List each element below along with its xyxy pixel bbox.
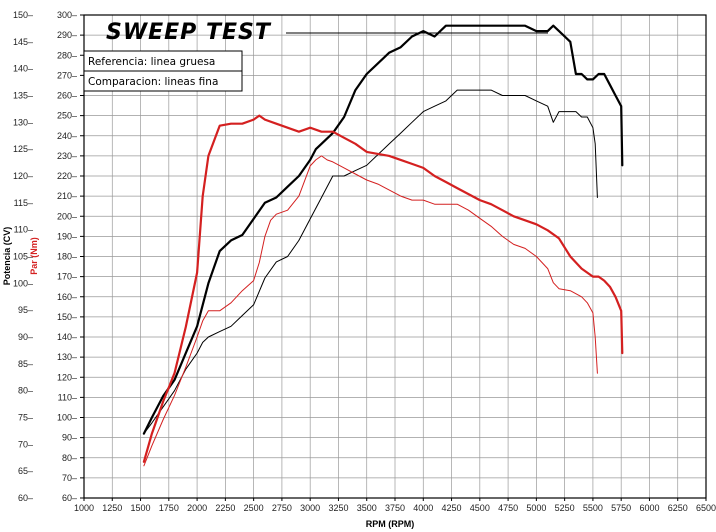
x-tick-label: 5750 [611,503,631,513]
y-power-tick-label: 105– [13,252,33,262]
y-power-tick-label: 70– [18,439,33,449]
y-power-tick-label: 150– [13,10,33,20]
y-power-tick-label: 120– [13,171,33,181]
y-power-tick-label: 85– [18,359,33,369]
x-tick-label: 1500 [131,503,151,513]
y-torque-tick-label: 70– [62,473,77,483]
x-tick-label: 1000 [74,503,94,513]
series-line-torque-reference [142,114,624,463]
y-torque-tick-label: 300– [57,10,77,20]
x-tick-label: 2500 [244,503,264,513]
y-power-tick-label: 60– [18,493,33,503]
y-power-tick-label: 130– [13,117,33,127]
x-tick-label: 2750 [272,503,292,513]
y-power-tick-label: 100– [13,278,33,288]
chart-title: SWEEP TEST [106,20,272,45]
y-torque-tick-label: 150– [57,312,77,322]
y-torque-tick-label: 290– [57,30,77,40]
x-tick-label: 4500 [470,503,490,513]
series-line-power-comparison [143,89,598,435]
x-tick-label: 5500 [583,503,603,513]
series-group [142,24,624,467]
y-power-tick-label: 125– [13,144,33,154]
series-line-power-reference [142,24,624,435]
y-axis-label-torque: Par (Nm) [29,237,39,275]
y-torque-tick-label: 200– [57,211,77,221]
x-tick-label: 3000 [300,503,320,513]
x-tick-label: 4750 [498,503,518,513]
y-power-tick-label: 65– [18,466,33,476]
x-tick-label: 2250 [215,503,235,513]
y-power-tick-label: 110– [14,225,33,235]
y-power-tick-label: 115– [14,198,33,208]
y-power-tick-label: 135– [13,91,33,101]
x-axis-ticks: 1000 1250 1500 1750 2000 2250 2500 2750 3000 3250… [74,498,716,513]
y-torque-tick-label: 270– [57,70,77,80]
series-line-torque-comparison [143,155,598,467]
y-torque-tick-label: 110– [58,392,77,402]
legend-reference: Referencia: linea gruesa [88,56,215,68]
x-tick-label: 5000 [526,503,546,513]
y-power-tick-label: 75– [18,413,33,423]
y-torque-tick-label: 170– [57,272,77,282]
grid [84,15,706,498]
y-torque-tick-label: 100– [57,413,77,423]
x-tick-label: 6250 [668,503,688,513]
x-tick-label: 6500 [696,503,716,513]
y-torque-tick-label: 130– [57,352,77,362]
legend-comparison: Comparacion: lineas fina [88,76,218,88]
y-torque-tick-label: 210– [57,191,77,201]
y-axis-torque-ticks: 60– 70– 80– 90– 100– 110– 120– 130– 140– 150– 160–… [57,10,84,503]
y-torque-tick-label: 180– [57,252,77,262]
y-torque-tick-label: 160– [57,292,77,302]
y-power-tick-label: 80– [18,386,33,396]
plot-frame [83,14,707,499]
y-torque-tick-label: 260– [57,91,77,101]
x-tick-label: 1250 [102,503,122,513]
y-axis-power-ticks: 60– 65– 70– 75– 80– 85– 90– 95– 100– 105– 110– 115–… [13,10,33,503]
y-axis-label-power: Potencia (CV) [2,227,12,286]
y-torque-tick-label: 140– [57,332,77,342]
x-tick-label: 2000 [187,503,207,513]
x-tick-label: 3500 [357,503,377,513]
x-tick-label: 3250 [328,503,348,513]
x-tick-label: 4250 [442,503,462,513]
y-torque-tick-label: 240– [57,131,77,141]
y-torque-tick-label: 60– [62,493,77,503]
y-torque-tick-label: 120– [57,372,77,382]
x-tick-label: 4000 [413,503,433,513]
y-torque-tick-label: 220– [57,171,77,181]
x-axis-label: RPM (RPM) [366,519,415,529]
x-tick-label: 1750 [159,503,179,513]
y-power-tick-label: 145– [13,37,33,47]
y-power-tick-label: 95– [18,305,33,315]
x-tick-label: 6000 [639,503,659,513]
y-torque-tick-label: 280– [57,50,77,60]
y-torque-tick-label: 230– [57,151,77,161]
y-power-tick-label: 90– [18,332,33,342]
x-tick-label: 5250 [555,503,575,513]
x-tick-label: 3750 [385,503,405,513]
y-torque-tick-label: 250– [57,111,77,121]
y-power-tick-label: 140– [13,64,33,74]
y-torque-tick-label: 90– [62,433,77,443]
y-torque-tick-label: 190– [57,231,77,241]
y-torque-tick-label: 80– [62,453,77,463]
